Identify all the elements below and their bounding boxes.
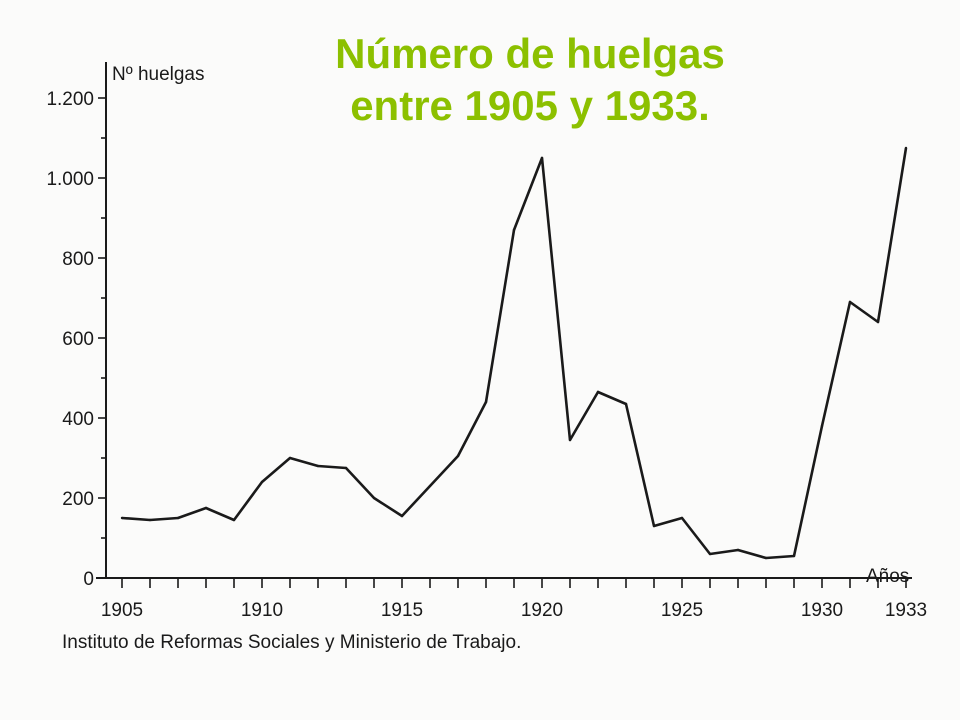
data-point — [372, 496, 376, 500]
y-ticks: 0 200 400 600 800 1.000 1.200 — [46, 89, 106, 590]
y-tick-label: 400 — [62, 409, 94, 430]
data-point — [680, 516, 684, 520]
data-point — [904, 146, 908, 150]
data-point — [848, 300, 852, 304]
data-point — [708, 552, 712, 556]
data-point — [652, 524, 656, 528]
data-point — [876, 320, 880, 324]
data-point — [568, 438, 572, 442]
data-point — [204, 506, 208, 510]
data-point — [400, 514, 404, 518]
y-tick-label: 200 — [62, 489, 94, 510]
data-point — [120, 516, 124, 520]
data-point — [344, 466, 348, 470]
data-point — [232, 518, 236, 522]
data-point — [736, 548, 740, 552]
data-point — [176, 516, 180, 520]
x-tick-label: 1930 — [801, 600, 843, 621]
chart-title: Número de huelgas entre 1905 y 1933. — [230, 28, 830, 132]
data-point — [764, 556, 768, 560]
y-tick-label: 600 — [62, 329, 94, 350]
data-point — [456, 454, 460, 458]
data-point — [624, 402, 628, 406]
title-line-2: entre 1905 y 1933. — [350, 82, 710, 129]
data-point — [540, 156, 544, 160]
x-tick-label: 1905 — [101, 600, 143, 621]
x-tick-label: 1910 — [241, 600, 283, 621]
y-tick-label: 0 — [83, 569, 94, 590]
title-line-1: Número de huelgas — [335, 30, 725, 77]
data-point — [260, 480, 264, 484]
x-tick-label: 1925 — [661, 600, 703, 621]
data-point — [428, 484, 432, 488]
data-point — [820, 424, 824, 428]
data-point — [148, 518, 152, 522]
y-tick-label: 800 — [62, 249, 94, 270]
data-point — [484, 400, 488, 404]
y-tick-label: 1.200 — [46, 89, 94, 110]
axes — [96, 62, 912, 579]
y-tick-label: 1.000 — [46, 169, 94, 190]
x-axis-label: Años — [866, 566, 909, 587]
x-tick-label: 1920 — [521, 600, 563, 621]
data-point — [288, 456, 292, 460]
series-group — [120, 146, 908, 560]
data-point — [512, 228, 516, 232]
series-line — [121, 147, 908, 560]
x-ticks: 1905 1910 1915 1920 1925 1930 1933 — [101, 578, 927, 621]
x-tick-label: 1915 — [381, 600, 423, 621]
y-axis-label: Nº huelgas — [112, 64, 205, 85]
source-note: Instituto de Reformas Sociales y Ministe… — [62, 632, 522, 653]
data-point — [316, 464, 320, 468]
data-point — [792, 554, 796, 558]
data-point — [596, 390, 600, 394]
x-tick-label: 1933 — [885, 600, 927, 621]
